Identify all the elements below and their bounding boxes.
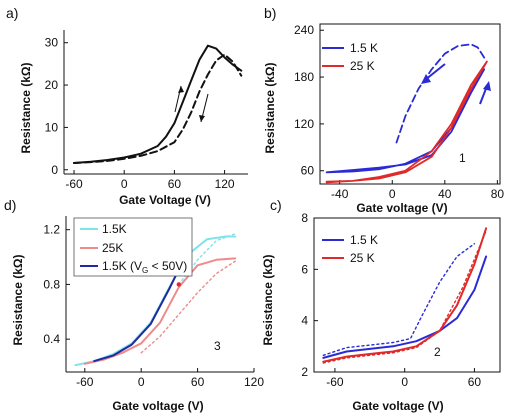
legend-3-rest: < 50V) <box>148 259 187 273</box>
panel-c-legend-1: 1.5 K <box>350 233 378 247</box>
panel-b-plot: -40 0 40 80 60 120 180 240 <box>294 23 504 201</box>
y-tick-label: 4 <box>301 314 308 328</box>
x-tick-label: 120 <box>244 375 264 389</box>
y-tick-label: 0 <box>51 163 58 177</box>
panel-d-plot: -60 0 60 120 0.4 0.8 1.2 <box>43 216 264 389</box>
panel-d-annotation: 3 <box>214 339 221 353</box>
panel-b-arrows <box>421 63 491 105</box>
y-tick-label: 0.8 <box>43 277 60 291</box>
panel-b-legend-2: 25 K <box>350 59 375 73</box>
arrow-up-head-icon <box>178 86 184 93</box>
plot-frame <box>319 23 501 185</box>
y-tick-label: 6 <box>301 262 308 276</box>
y-tick-label: 180 <box>294 70 314 84</box>
y-tick-label: 10 <box>45 120 59 134</box>
y-tick-label: 1.2 <box>43 223 60 237</box>
arrow-left-down-icon <box>424 63 446 81</box>
y-tick-label: 30 <box>45 36 59 50</box>
y-tick-label: 60 <box>301 164 315 178</box>
y-tick-label: 20 <box>45 78 59 92</box>
panel-b-ylabel: Resistance (kΩ) <box>263 63 277 154</box>
x-tick-label: 0 <box>138 375 145 389</box>
panel-c-legend-2: 25 K <box>350 251 375 265</box>
x-tick-label: -60 <box>76 375 94 389</box>
panel-d-ylabel: Resistance (kΩ) <box>11 255 25 346</box>
y-tick-label: 2 <box>301 365 308 379</box>
panel-a: a) -60 0 60 120 0 10 20 30 Gate Voltage (V) Res… <box>6 5 248 207</box>
y-tick-label: 0.4 <box>43 332 60 346</box>
panel-b-annotation: 1 <box>459 151 466 165</box>
panel-d-legend: 1.5K 25K 1.5K (VG < 50V) <box>73 217 193 277</box>
x-tick-label: 40 <box>438 187 452 201</box>
x-tick-label: 60 <box>191 375 205 389</box>
x-tick-label: 120 <box>215 177 235 191</box>
x-tick-label: 0 <box>389 187 396 201</box>
panel-c-label: c) <box>270 197 282 213</box>
y-tick-label: 120 <box>294 117 314 131</box>
series-line-d-2 <box>93 258 185 363</box>
series-line-c-2 <box>322 242 476 356</box>
x-tick-label: -60 <box>65 177 83 191</box>
x-tick-label: -40 <box>331 187 349 201</box>
panel-a-label: a) <box>6 5 18 21</box>
panel-b-legend-1: 1.5 K <box>350 41 378 55</box>
panel-c: c) -60 0 60 2 4 6 8 Gate voltage (V) Resistanc… <box>261 197 501 413</box>
panel-d-legend-2: 25K <box>102 241 123 255</box>
y-tick-label: 8 <box>301 211 308 225</box>
panel-c-legend: 1.5 K 25 K <box>322 233 378 265</box>
panel-a-arrows <box>174 85 209 123</box>
x-tick-label: 0 <box>401 375 408 389</box>
panel-c-plot: -60 0 60 2 4 6 8 <box>301 211 501 389</box>
panel-c-annotation: 2 <box>434 345 441 359</box>
panel-b-legend: 1.5 K 25 K <box>322 41 378 73</box>
plot-frame <box>313 217 501 373</box>
series-line-b-2 <box>395 43 486 145</box>
panel-a-ylabel: Resistance (kΩ) <box>19 63 33 154</box>
panel-d-label: d) <box>4 197 16 213</box>
x-tick-label: -60 <box>326 375 344 389</box>
panel-d-xlabel: Gate voltage (V) <box>112 399 203 413</box>
arrow-left-down-head-icon <box>421 74 431 84</box>
series-line-b-0 <box>325 68 486 174</box>
panel-d: d) -60 0 60 120 0.4 0.8 1.2 Gate voltage (V) R… <box>4 197 264 413</box>
arrow-down-head-icon <box>199 115 205 122</box>
x-tick-label: 60 <box>468 375 482 389</box>
panel-c-ylabel: Resistance (kΩ) <box>261 255 275 346</box>
series-line-c-0 <box>322 255 488 359</box>
y-tick-label: 240 <box>294 23 314 37</box>
panel-d-legend-1: 1.5K <box>102 222 127 236</box>
series-line-d-4 <box>140 260 236 354</box>
series-line-c-3 <box>322 230 487 364</box>
panel-b-label: b) <box>264 5 276 21</box>
x-tick-label: 80 <box>491 187 505 201</box>
legend-3-sub: G <box>142 266 148 275</box>
x-tick-label: 60 <box>168 177 182 191</box>
arrow-up-right-head-icon <box>483 81 491 91</box>
transition-marker <box>176 282 181 287</box>
series-line-a-0 <box>73 44 243 164</box>
panel-a-xlabel: Gate Voltage (V) <box>119 193 211 207</box>
panel-c-xlabel: Gate voltage (V) <box>352 399 443 413</box>
x-tick-label: 0 <box>121 177 128 191</box>
panel-b-xlabel: Gate voltage (V) <box>356 201 447 215</box>
legend-3-main: 1.5K (V <box>102 259 142 273</box>
series-line-b-1 <box>325 60 488 184</box>
series-line-c-1 <box>322 227 488 363</box>
series-line-a-1 <box>73 53 243 164</box>
panel-a-plot: -60 0 60 120 0 10 20 30 <box>45 30 248 191</box>
panel-d-legend-3: 1.5K (VG < 50V) <box>102 259 187 275</box>
